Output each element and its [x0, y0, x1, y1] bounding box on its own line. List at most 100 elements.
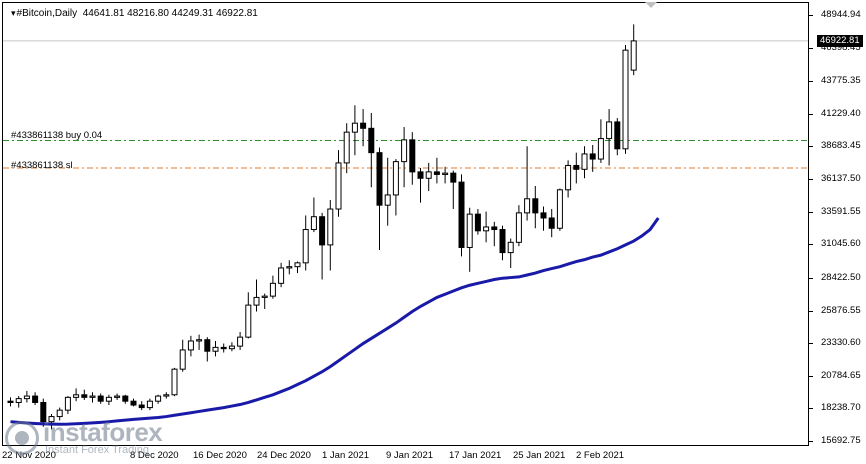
price-tick [809, 408, 813, 409]
bear-candle [319, 216, 326, 246]
bull-candle [64, 396, 71, 411]
bear-candle [130, 400, 137, 406]
price-tick [809, 376, 813, 377]
price-tick-label: 15692.75 [821, 435, 861, 446]
bull-candle [351, 122, 358, 133]
price-tick-label: 36137.50 [821, 173, 861, 185]
bear-candle [532, 198, 539, 214]
bull-candle [384, 194, 391, 206]
bear-candle [204, 339, 211, 352]
bull-candle [630, 40, 637, 71]
time-tick-label: 8 Dec 2020 [130, 450, 179, 461]
bull-candle [187, 340, 194, 351]
bull-candle [105, 396, 112, 402]
bear-candle [458, 181, 465, 248]
bull-candle [171, 368, 178, 396]
bear-candle [548, 217, 555, 229]
buy-order-label[interactable]: #433861138 buy 0.04 [11, 130, 103, 141]
bull-candle [524, 198, 531, 214]
bull-candle [327, 208, 334, 246]
current-price-tag: 46922.81 [817, 35, 863, 47]
bear-candle [376, 152, 383, 206]
price-tick-label: 33591.55 [821, 205, 861, 217]
sort-triangle-icon: ▾ [11, 8, 16, 18]
price-tick-label: 48944.94 [821, 9, 861, 20]
bull-candle [483, 226, 490, 232]
time-tick-label: 25 Jan 2021 [513, 450, 566, 461]
bull-candle [507, 241, 514, 254]
symbol-name: #Bitcoin,Daily [16, 8, 78, 19]
price-tick-label: 20784.65 [821, 369, 861, 381]
price-tick [809, 244, 813, 245]
bull-candle [56, 409, 63, 418]
price-tick [809, 48, 813, 49]
ohlc-values: 44641.81 48216.80 44249.31 46922.81 [82, 8, 258, 19]
bull-candle [73, 394, 80, 398]
price-tick-label: 25876.55 [821, 304, 861, 316]
bull-candle [15, 398, 22, 403]
instaforex-watermark: instaforex Instant Forex Trading [5, 418, 163, 458]
price-tick-label: 43775.35 [821, 75, 861, 87]
price-tick [809, 278, 813, 279]
price-tick [809, 343, 813, 344]
price-tick-label: 41229.40 [821, 107, 861, 119]
bull-candle [228, 345, 235, 350]
stop-loss-label[interactable]: #433861138 sl [11, 160, 73, 171]
price-tick [809, 179, 813, 180]
bear-candle [32, 395, 39, 403]
bear-candle [138, 404, 145, 409]
price-tick [809, 15, 813, 16]
bull-candle [245, 304, 252, 338]
bull-candle [310, 216, 317, 231]
bull-candle [163, 394, 170, 397]
price-tick-label: 38683.45 [821, 140, 861, 152]
price-tick [809, 146, 813, 147]
bear-candle [499, 229, 506, 254]
price-tick [809, 114, 813, 115]
bull-candle [89, 395, 96, 398]
bull-candle [237, 336, 244, 347]
bear-candle [614, 121, 621, 150]
bull-candle [401, 139, 408, 163]
bull-candle [606, 121, 613, 140]
bear-candle [450, 172, 457, 183]
bull-candle [343, 131, 350, 164]
chart-shift-marker-icon[interactable] [645, 2, 657, 8]
bull-candle [442, 172, 449, 175]
bull-candle [286, 266, 293, 269]
bear-candle [220, 346, 227, 350]
bull-candle [335, 162, 342, 210]
bear-candle [433, 171, 440, 175]
time-tick-label: 16 Dec 2020 [193, 450, 247, 461]
bull-candle [155, 395, 162, 402]
bull-candle [294, 262, 301, 268]
bull-candle [425, 171, 432, 179]
time-tick-label: 22 Nov 2020 [2, 450, 56, 461]
bull-candle [556, 189, 563, 229]
instaforex-logo-icon [5, 421, 39, 455]
price-tick-label: 18238.70 [821, 402, 861, 414]
price-tick-label: 31045.60 [821, 238, 861, 250]
bear-candle [589, 153, 596, 160]
moving-average-line [10, 217, 660, 426]
bear-candle [360, 122, 367, 129]
bull-candle [179, 349, 186, 370]
time-tick-label: 2 Feb 2021 [576, 450, 625, 461]
bear-candle [7, 400, 14, 403]
chart-area[interactable]: ▾#Bitcoin,Daily 44641.81 48216.80 44249.… [2, 2, 809, 446]
time-tick-label: 1 Jan 2021 [322, 450, 370, 461]
bear-candle [491, 226, 498, 231]
time-tick-label: 9 Jan 2021 [386, 450, 434, 461]
price-tick-label: 28422.50 [821, 271, 861, 283]
bull-candle [581, 153, 588, 170]
chart-header: ▾#Bitcoin,Daily 44641.81 48216.80 44249.… [11, 8, 258, 19]
price-chart[interactable] [3, 3, 809, 446]
time-tick-label: 24 Dec 2020 [257, 450, 311, 461]
bull-candle [261, 295, 268, 298]
price-tick-label: 23330.60 [821, 337, 861, 349]
bull-candle [269, 282, 276, 297]
bull-candle [466, 213, 473, 248]
watermark-sub: Instant Forex Trading [45, 444, 149, 456]
bull-candle [302, 229, 309, 264]
bull-candle [23, 395, 30, 400]
